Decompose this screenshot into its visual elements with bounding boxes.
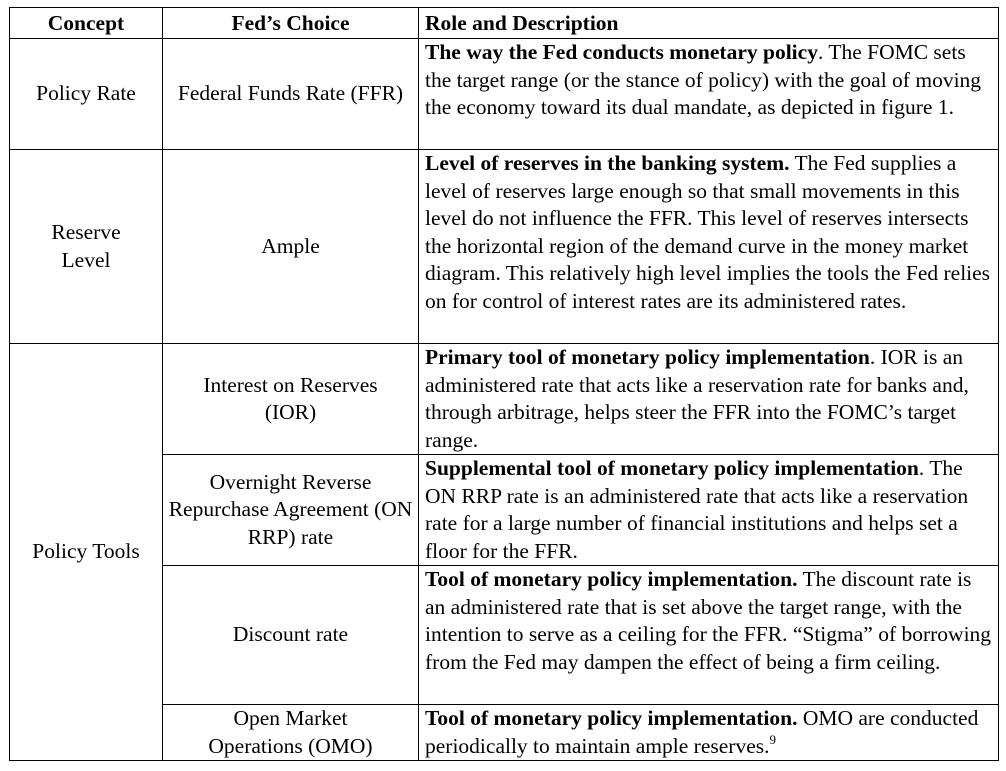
choice-cell: Ample <box>162 149 419 344</box>
table-row: Open Market Operations (OMO) Tool of mon… <box>10 704 999 761</box>
description-text: The Fed supplies a level of reserves lar… <box>425 151 991 313</box>
fed-policy-table: Concept Fed’s Choice Role and Descriptio… <box>9 7 999 761</box>
table-row: Policy Rate Federal Funds Rate (FFR) The… <box>9 38 999 150</box>
choice-cell: Discount rate <box>162 565 419 705</box>
concept-cell: Policy Rate <box>9 38 163 150</box>
header-role: Role and Description <box>418 7 999 39</box>
table-row: Overnight Reverse Repurchase Agreement (… <box>10 454 999 566</box>
concept-cell: Reserve Level <box>9 149 163 344</box>
description-text: The discount rate is an administered rat… <box>425 567 992 674</box>
choice-cell: Federal Funds Rate (FFR) <box>162 38 419 150</box>
description-lead: Primary tool of monetary policy implemen… <box>425 345 870 369</box>
header-choice: Fed’s Choice <box>162 7 419 39</box>
description-cell: Level of reserves in the banking system.… <box>418 149 999 344</box>
description-text: OMO are conducted periodically to mainta… <box>425 706 979 758</box>
table-row: Policy Tools Interest on Reserves (IOR) … <box>9 343 999 761</box>
description-text: . The ON RRP rate is an administered rat… <box>425 456 969 563</box>
description-cell: Primary tool of monetary policy implemen… <box>418 343 999 455</box>
description-lead: Supplemental tool of monetary policy imp… <box>425 456 919 480</box>
description-text: . IOR is an administered rate that acts … <box>425 345 969 452</box>
description-lead: The way the Fed conducts monetary policy <box>425 40 818 64</box>
table-row: Discount rate Tool of monetary policy im… <box>10 565 999 705</box>
description-cell: The way the Fed conducts monetary policy… <box>418 38 999 150</box>
concept-cell: Policy Tools <box>9 343 163 761</box>
description-text: . The FOMC sets the target range (or the… <box>425 40 982 119</box>
header-row: Concept Fed’s Choice Role and Descriptio… <box>9 7 999 39</box>
header-concept: Concept <box>9 7 163 39</box>
description-cell: Tool of monetary policy implementation. … <box>418 704 999 761</box>
choice-cell: Overnight Reverse Repurchase Agreement (… <box>162 454 419 566</box>
description-lead: Tool of monetary policy implementation. <box>425 706 798 730</box>
description-cell: Tool of monetary policy implementation. … <box>418 565 999 705</box>
choice-cell-omo: Open Market Operations (OMO) <box>162 704 419 761</box>
choice-cell: Interest on Reserves (IOR) <box>162 343 419 455</box>
description-cell: Supplemental tool of monetary policy imp… <box>418 454 999 566</box>
description-lead: Tool of monetary policy implementation. <box>425 567 798 591</box>
table-row: Reserve Level Ample Level of reserves in… <box>9 149 999 344</box>
description-lead: Level of reserves in the banking system. <box>425 151 790 175</box>
footnote-marker[interactable]: 9 <box>769 731 776 747</box>
